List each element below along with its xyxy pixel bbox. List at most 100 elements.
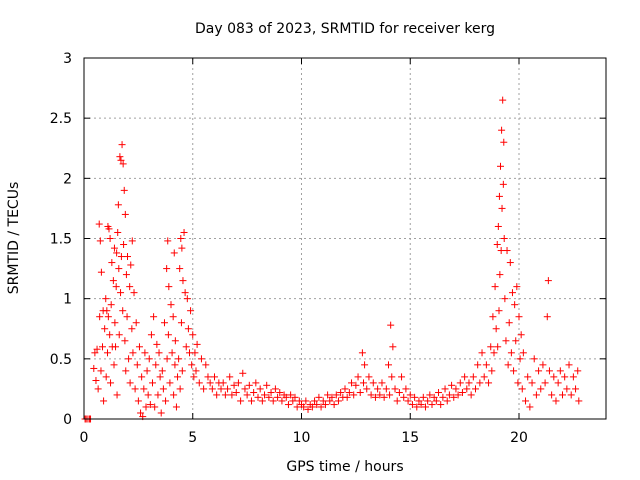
data-point <box>130 289 138 297</box>
data-point <box>432 397 440 405</box>
data-point <box>124 253 131 261</box>
data-point <box>213 391 221 399</box>
data-point <box>337 389 345 397</box>
data-point <box>300 403 308 411</box>
data-point <box>126 379 134 387</box>
data-point <box>480 373 488 381</box>
data-point <box>352 381 360 389</box>
data-point <box>177 319 185 327</box>
data-point <box>112 283 120 291</box>
data-point <box>131 385 139 393</box>
data-point <box>400 393 408 401</box>
data-point <box>228 391 236 399</box>
data-point <box>502 337 510 345</box>
data-point <box>417 401 425 409</box>
data-point <box>197 355 205 363</box>
data-point <box>195 379 203 387</box>
data-point <box>380 393 388 401</box>
data-point <box>237 397 245 405</box>
data-point <box>499 180 507 188</box>
data-point <box>528 379 536 387</box>
data-point <box>284 401 292 409</box>
data-point <box>498 126 506 134</box>
y-tick-label: 3 <box>63 51 72 67</box>
data-point <box>561 373 569 381</box>
data-point <box>501 295 509 303</box>
data-point <box>404 397 412 405</box>
data-point <box>506 259 514 267</box>
data-point <box>118 141 126 149</box>
data-point <box>374 385 382 393</box>
data-point <box>530 355 538 363</box>
data-point <box>315 393 323 401</box>
data-point <box>393 397 401 405</box>
data-point <box>150 313 158 321</box>
data-point <box>101 325 109 333</box>
data-point <box>126 283 134 291</box>
data-point <box>155 349 163 357</box>
data-point <box>106 235 114 242</box>
data-point <box>250 389 258 397</box>
data-point <box>575 397 583 405</box>
data-point <box>448 381 456 389</box>
data-point <box>572 385 580 393</box>
data-point <box>365 373 373 381</box>
data-point <box>376 391 384 399</box>
data-point <box>494 343 502 351</box>
data-point <box>465 379 473 387</box>
data-point <box>97 367 105 375</box>
data-point <box>554 379 562 387</box>
data-point <box>174 373 182 381</box>
data-point <box>98 343 106 351</box>
y-tick-label: 1 <box>63 292 72 308</box>
data-point <box>125 355 133 363</box>
data-point <box>200 385 208 393</box>
data-point <box>115 265 123 273</box>
data-point <box>110 244 118 252</box>
data-point <box>169 313 177 321</box>
data-point <box>478 349 486 357</box>
y-tick-label: 2.5 <box>50 111 72 127</box>
data-point <box>367 391 375 399</box>
data-point <box>120 241 128 249</box>
data-point <box>518 385 526 393</box>
data-point <box>110 361 118 369</box>
data-point <box>204 373 212 381</box>
data-point <box>133 361 141 369</box>
data-point <box>267 389 275 397</box>
data-point <box>117 289 125 297</box>
data-point <box>128 325 136 333</box>
y-tick-label: 0 <box>63 412 72 428</box>
data-point <box>415 397 423 405</box>
data-point <box>112 343 120 351</box>
data-point <box>565 361 573 369</box>
data-point <box>545 367 553 375</box>
data-point <box>165 283 173 291</box>
data-point <box>494 222 502 230</box>
data-point <box>265 393 273 401</box>
data-point <box>510 367 518 375</box>
data-point <box>95 220 103 228</box>
data-point <box>356 389 364 397</box>
data-point <box>522 397 530 405</box>
data-point <box>386 391 394 399</box>
data-point <box>450 393 458 401</box>
data-point <box>171 337 179 345</box>
data-point <box>293 403 301 411</box>
data-point <box>269 397 277 405</box>
data-point <box>100 397 108 405</box>
data-point <box>163 265 171 273</box>
data-point <box>454 391 462 399</box>
data-point <box>168 349 176 357</box>
data-point <box>187 307 195 315</box>
data-point <box>123 313 131 321</box>
data-point <box>361 361 369 369</box>
data-point <box>211 373 218 381</box>
data-point <box>498 204 506 212</box>
data-point <box>147 331 155 339</box>
data-point <box>278 397 286 405</box>
data-point <box>334 397 342 405</box>
data-point <box>387 321 395 329</box>
x-tick-label: 10 <box>293 430 311 446</box>
data-point <box>177 235 185 242</box>
